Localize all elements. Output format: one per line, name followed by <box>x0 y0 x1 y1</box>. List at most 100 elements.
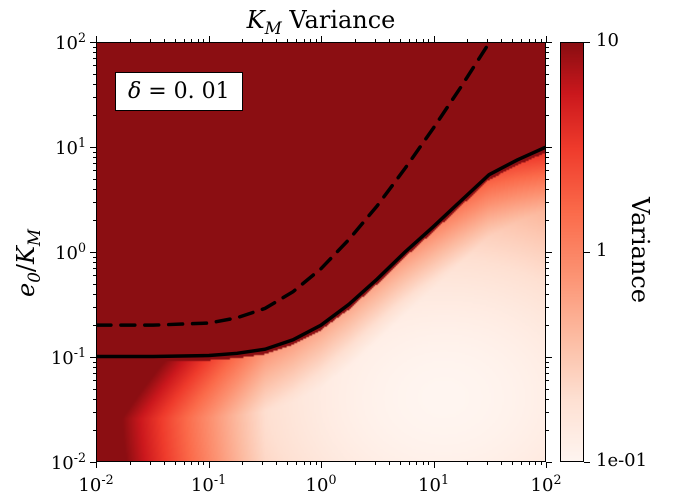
colorbar <box>560 42 584 462</box>
x-minor-tick-top <box>184 39 185 42</box>
annotation-box: δ = 0. 01 <box>115 72 243 111</box>
y-minor-tick <box>93 262 96 263</box>
x-minor-tick <box>242 462 243 465</box>
x-minor-tick <box>400 462 401 465</box>
y-minor-tick-right <box>546 367 549 368</box>
y-tick-right <box>546 462 552 463</box>
y-minor-tick-right <box>546 189 549 190</box>
y-tick-right <box>546 357 552 358</box>
y-minor-tick <box>93 58 96 59</box>
x-minor-tick-top <box>355 39 356 42</box>
x-minor-tick-top <box>501 39 502 42</box>
y-minor-tick <box>93 389 96 390</box>
x-minor-tick <box>416 462 417 465</box>
y-tick-right <box>546 42 552 43</box>
x-minor-tick <box>375 462 376 465</box>
y-minor-tick-right <box>546 115 549 116</box>
y-minor-tick-right <box>546 163 549 164</box>
y-minor-tick <box>93 74 96 75</box>
x-minor-tick <box>296 462 297 465</box>
x-tick <box>321 462 322 468</box>
y-minor-tick-right <box>546 389 549 390</box>
y-tick-label: 101 <box>38 135 86 159</box>
y-minor-tick <box>93 430 96 431</box>
x-minor-tick-top <box>521 39 522 42</box>
x-minor-tick <box>529 462 530 465</box>
title-symbol: KM <box>247 6 282 34</box>
x-tick-top <box>96 36 97 42</box>
y-minor-tick <box>93 152 96 153</box>
y-tick-label: 10-2 <box>38 450 86 474</box>
y-minor-tick <box>93 307 96 308</box>
x-minor-tick-top <box>400 39 401 42</box>
y-minor-tick <box>93 294 96 295</box>
x-minor-tick <box>316 462 317 465</box>
x-minor-tick-top <box>130 39 131 42</box>
y-minor-tick <box>93 412 96 413</box>
y-minor-tick <box>93 65 96 66</box>
x-minor-tick-top <box>164 39 165 42</box>
x-tick-label: 101 <box>414 472 454 496</box>
y-minor-tick <box>93 325 96 326</box>
y-minor-tick <box>93 179 96 180</box>
y-tick-label: 10-1 <box>38 345 86 369</box>
title-tail: Variance <box>282 6 396 34</box>
colorbar-label: Variance <box>626 197 654 303</box>
y-minor-tick-right <box>546 412 549 413</box>
y-minor-tick <box>93 189 96 190</box>
cbar-tick-label: 10 <box>596 30 619 51</box>
y-minor-tick-right <box>546 74 549 75</box>
y-minor-tick <box>93 97 96 98</box>
x-tick-label: 100 <box>301 472 341 496</box>
y-tick <box>90 252 96 253</box>
x-minor-tick-top <box>191 39 192 42</box>
x-minor-tick-top <box>428 39 429 42</box>
x-minor-tick-top <box>423 39 424 42</box>
x-minor-tick <box>512 462 513 465</box>
x-minor-tick <box>262 462 263 465</box>
x-minor-tick-top <box>276 39 277 42</box>
y-minor-tick-right <box>546 58 549 59</box>
x-minor-tick <box>164 462 165 465</box>
x-minor-tick <box>535 462 536 465</box>
x-minor-tick-top <box>296 39 297 42</box>
y-minor-tick-right <box>546 52 549 53</box>
x-tick-top <box>434 36 435 42</box>
y-tick <box>90 462 96 463</box>
x-tick-label: 10-2 <box>76 472 116 496</box>
x-minor-tick-top <box>375 39 376 42</box>
x-tick <box>209 462 210 468</box>
x-minor-tick <box>203 462 204 465</box>
x-minor-tick <box>310 462 311 465</box>
x-minor-tick <box>355 462 356 465</box>
x-minor-tick-top <box>316 39 317 42</box>
y-minor-tick-right <box>546 373 549 374</box>
x-minor-tick <box>198 462 199 465</box>
ylabel-slash: / <box>12 264 40 272</box>
y-minor-tick-right <box>546 220 549 221</box>
x-tick-label: 102 <box>526 472 566 496</box>
x-minor-tick-top <box>535 39 536 42</box>
x-minor-tick-top <box>150 39 151 42</box>
y-minor-tick-right <box>546 157 549 158</box>
x-minor-tick <box>304 462 305 465</box>
y-minor-tick-right <box>546 399 549 400</box>
y-minor-tick <box>93 257 96 258</box>
x-minor-tick-top <box>262 39 263 42</box>
y-minor-tick <box>93 367 96 368</box>
y-tick-label: 102 <box>38 30 86 54</box>
y-tick <box>90 357 96 358</box>
y-minor-tick-right <box>546 65 549 66</box>
y-minor-tick <box>93 275 96 276</box>
x-minor-tick-top <box>467 39 468 42</box>
x-minor-tick-top <box>175 39 176 42</box>
y-minor-tick <box>93 362 96 363</box>
x-minor-tick-top <box>203 39 204 42</box>
x-minor-tick <box>487 462 488 465</box>
y-minor-tick <box>93 268 96 269</box>
ylabel-num: e0 <box>12 272 40 297</box>
x-minor-tick <box>150 462 151 465</box>
x-tick-top <box>209 36 210 42</box>
y-minor-tick-right <box>546 84 549 85</box>
y-minor-tick <box>93 373 96 374</box>
